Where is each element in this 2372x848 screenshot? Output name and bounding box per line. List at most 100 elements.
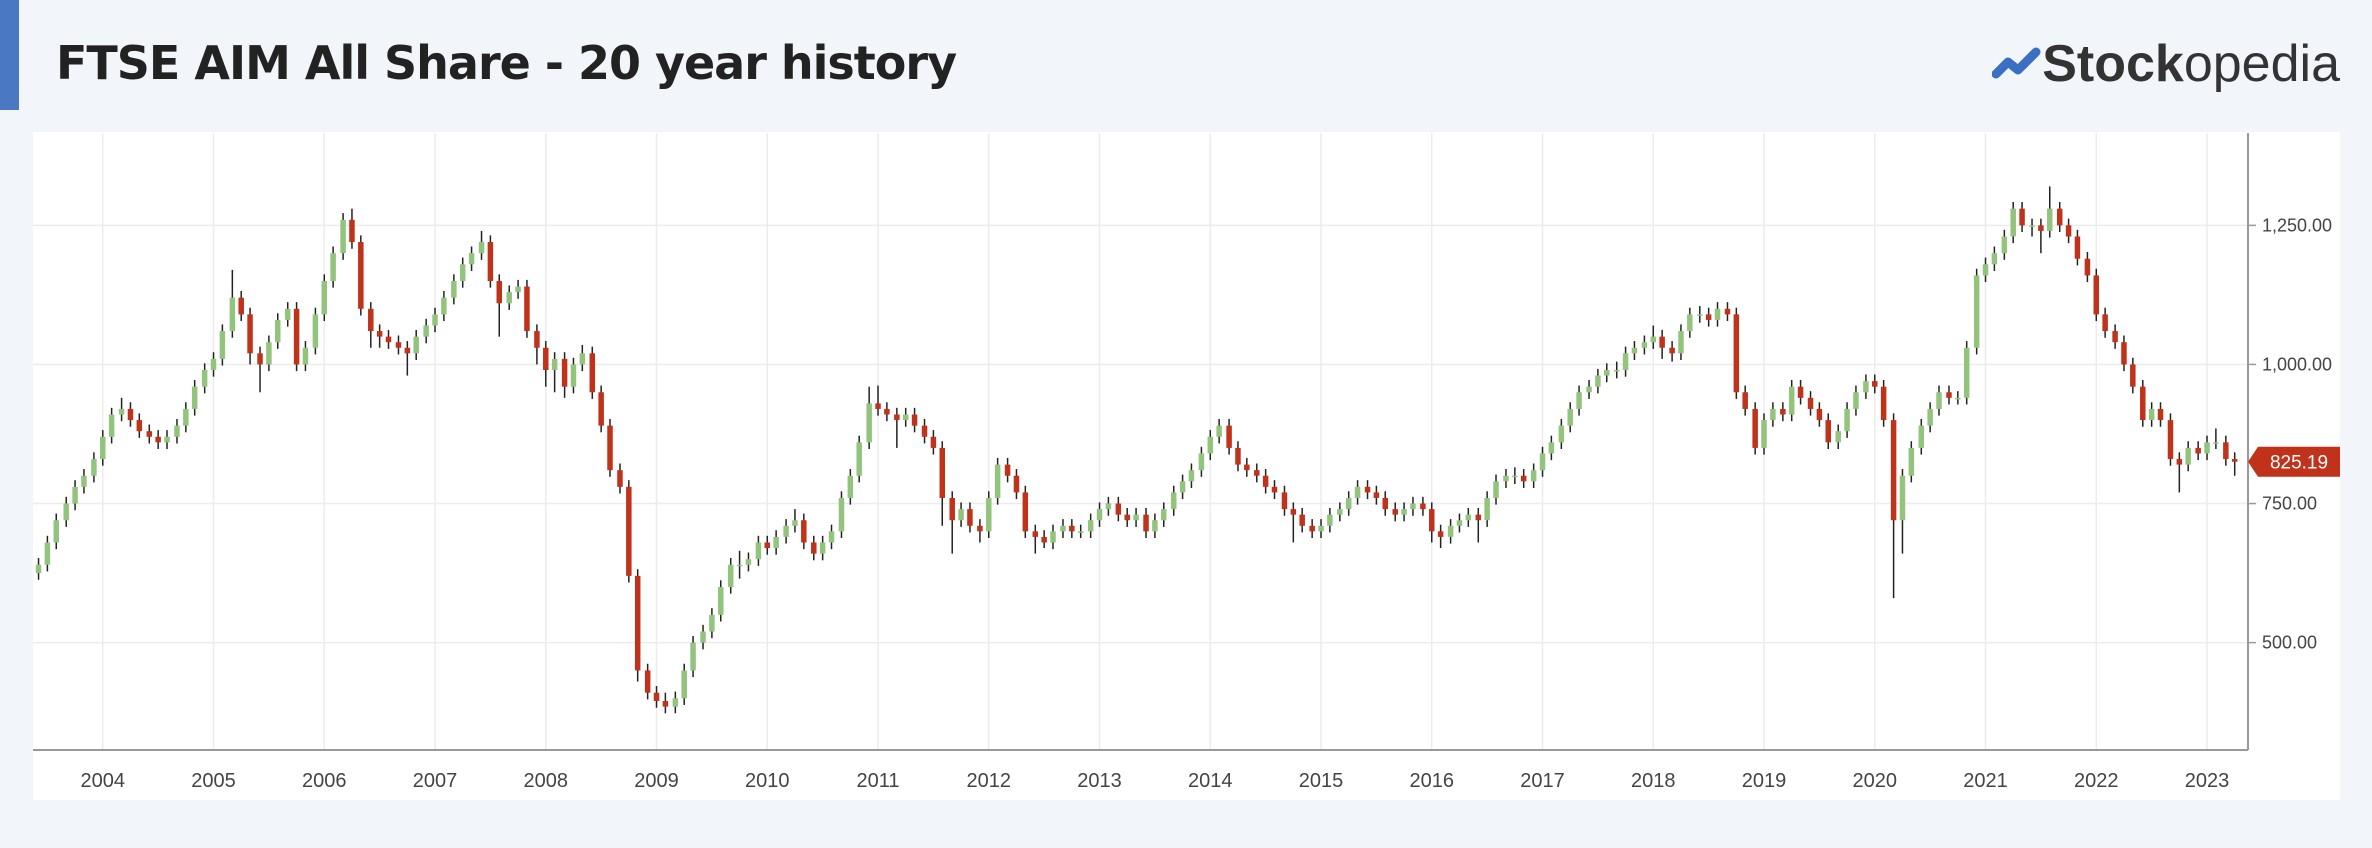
- candle-body: [164, 436, 170, 443]
- candle-body: [451, 280, 457, 298]
- candle-body: [543, 347, 549, 371]
- candle-body: [1013, 475, 1020, 493]
- candle-body: [727, 564, 734, 587]
- y-tick-label: 1,250.00: [2262, 215, 2332, 235]
- candle-body: [700, 631, 706, 643]
- x-tick-label: 2021: [1963, 770, 2008, 792]
- candle-body: [1077, 531, 1084, 533]
- brand[interactable]: Stock opedia: [1992, 34, 2340, 94]
- candle-body: [1697, 314, 1703, 316]
- candle-body: [764, 542, 771, 549]
- candle-body: [91, 459, 97, 476]
- candle-body: [1216, 425, 1222, 437]
- candle-body: [773, 536, 779, 549]
- candle-body: [1299, 514, 1305, 526]
- candle-body: [1816, 408, 1823, 421]
- candle-body: [718, 586, 724, 615]
- candle-body: [2176, 459, 2183, 465]
- candle-body: [894, 414, 900, 421]
- candle-body: [1548, 442, 1555, 454]
- candle-body: [478, 242, 485, 254]
- candle-body: [1853, 392, 1859, 409]
- candle-body: [1863, 381, 1869, 393]
- candle-body: [1327, 514, 1333, 526]
- candle-body: [1641, 342, 1648, 348]
- accent-bar: [0, 0, 19, 110]
- candle-body: [487, 242, 494, 281]
- candle-body: [1420, 503, 1426, 510]
- candle-body: [1788, 386, 1795, 415]
- candle-body: [376, 331, 383, 337]
- candle-body: [1244, 464, 1250, 471]
- candle-body: [1844, 408, 1850, 432]
- candle-body: [2231, 459, 2238, 462]
- candle-body: [1133, 514, 1139, 521]
- candle-body: [183, 408, 189, 426]
- candle-body: [534, 331, 540, 348]
- candle-body: [1226, 425, 1232, 448]
- candle-body: [644, 670, 651, 693]
- candle-body: [266, 342, 272, 365]
- candle-body: [1465, 514, 1472, 521]
- candle-body: [1963, 347, 1970, 398]
- candle-body: [856, 442, 862, 476]
- candle-body: [986, 497, 992, 532]
- header: FTSE AIM All Share - 20 year history Sto…: [0, 0, 2372, 128]
- x-tick-label: 2018: [1631, 770, 1676, 792]
- candle-body: [1032, 531, 1039, 537]
- candle-body: [1982, 264, 1989, 276]
- candle-body: [838, 497, 845, 532]
- candle-body: [1271, 486, 1278, 493]
- candle-body: [1354, 486, 1361, 498]
- candle-body: [662, 701, 669, 707]
- candle-body: [2065, 225, 2072, 237]
- candle-body: [902, 414, 909, 421]
- candle-body: [745, 559, 752, 565]
- brand-icon: [1992, 47, 2041, 79]
- candle-body: [1807, 397, 1814, 409]
- candle-body: [100, 436, 106, 460]
- candle-body: [247, 314, 253, 354]
- candle-body: [939, 447, 946, 498]
- candle-body: [174, 425, 180, 437]
- candle-body: [72, 486, 78, 504]
- candle-body: [1604, 370, 1610, 376]
- candle-body: [1290, 509, 1297, 515]
- candle-body: [1124, 514, 1130, 521]
- candle-body: [579, 353, 586, 365]
- candle-body: [368, 308, 374, 332]
- candle-body: [385, 336, 392, 343]
- candle-body: [634, 575, 641, 671]
- candle-body: [958, 509, 964, 521]
- candle-body: [561, 358, 568, 387]
- candle-body: [2102, 314, 2108, 332]
- candle-body: [736, 564, 743, 567]
- candle-body: [2001, 236, 2008, 254]
- x-tick-label: 2019: [1742, 770, 1787, 792]
- candle-body: [1780, 408, 1786, 415]
- candle-body: [1530, 470, 1537, 482]
- y-tick-label: 1,000.00: [2262, 354, 2332, 374]
- candle-body: [1705, 314, 1712, 320]
- candle-body: [53, 520, 60, 543]
- y-tick-label: 500.00: [2262, 633, 2317, 653]
- candle-body: [783, 525, 789, 537]
- candle-body: [349, 219, 355, 243]
- price-tag: [2248, 446, 2340, 477]
- price-tag-label: 825.19: [2270, 453, 2328, 474]
- x-tick-label: 2008: [524, 770, 569, 792]
- x-tick-label: 2011: [857, 770, 900, 792]
- candle-body: [1041, 536, 1047, 543]
- candle-body: [1991, 253, 1998, 265]
- candle-body: [2213, 442, 2219, 444]
- candle-body: [551, 358, 558, 371]
- candle-body: [847, 475, 854, 498]
- candle-body: [2010, 208, 2016, 237]
- candle-body: [524, 286, 530, 332]
- title: FTSE AIM All Share - 20 year history: [56, 36, 957, 90]
- candle-body: [1946, 392, 1952, 398]
- candle-body: [1761, 420, 1767, 448]
- candle-body: [755, 542, 762, 560]
- candle-body: [2148, 408, 2155, 421]
